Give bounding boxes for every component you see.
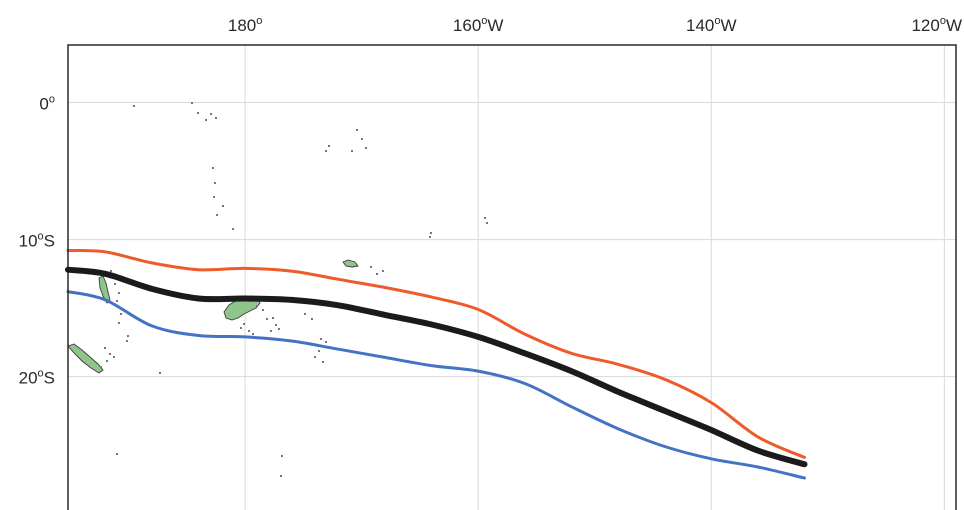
islet xyxy=(272,317,274,319)
islet xyxy=(430,232,432,234)
islet xyxy=(133,105,135,107)
islet xyxy=(210,113,212,115)
islet xyxy=(215,117,217,119)
track-lines xyxy=(65,249,808,480)
islet xyxy=(212,167,214,169)
latitude-label: 10oS xyxy=(19,231,55,251)
islet xyxy=(109,353,111,355)
islet xyxy=(197,112,199,114)
islet xyxy=(370,266,372,268)
islet xyxy=(351,150,353,152)
islet xyxy=(214,182,216,184)
islet xyxy=(100,366,102,368)
islet xyxy=(114,283,116,285)
islet xyxy=(159,372,161,374)
islet xyxy=(318,350,320,352)
islet xyxy=(116,300,118,302)
central-track-line xyxy=(65,266,808,468)
longitude-label: 120oW xyxy=(911,15,962,35)
islet xyxy=(222,205,224,207)
islet xyxy=(243,323,245,325)
islet xyxy=(484,217,486,219)
islet xyxy=(429,236,431,238)
islet xyxy=(325,341,327,343)
islet xyxy=(106,360,108,362)
islet xyxy=(118,322,120,324)
islet xyxy=(104,347,106,349)
islet xyxy=(376,273,378,275)
map-frame xyxy=(67,44,957,510)
islet xyxy=(127,335,129,337)
samoa-islands xyxy=(342,259,359,268)
islet xyxy=(382,270,384,272)
islet xyxy=(205,119,207,121)
islet xyxy=(248,330,250,332)
islet xyxy=(213,196,215,198)
longitude-label: 160oW xyxy=(453,15,504,35)
islet xyxy=(120,313,122,315)
islet xyxy=(278,328,280,330)
islet xyxy=(322,361,324,363)
islet xyxy=(270,330,272,332)
islet-scatter xyxy=(100,102,488,477)
latitude-label: 0o xyxy=(39,94,55,114)
axis-labels: 180o 160oW 140oW 120oW 0o 10oS 20oS xyxy=(19,15,962,388)
lower-track-line xyxy=(66,290,806,480)
new-caledonia xyxy=(67,343,104,374)
islet xyxy=(110,270,112,272)
islet xyxy=(356,129,358,131)
islet xyxy=(361,138,363,140)
islet xyxy=(486,222,488,224)
islet xyxy=(262,309,264,311)
islet xyxy=(240,327,242,329)
longitude-label: 140oW xyxy=(686,15,737,35)
upper-track-line xyxy=(66,249,806,459)
graticule xyxy=(68,45,956,510)
islet xyxy=(256,305,258,307)
islet xyxy=(216,214,218,216)
islet xyxy=(118,292,120,294)
islet xyxy=(304,313,306,315)
islet xyxy=(365,147,367,149)
vanuatu-islands xyxy=(98,275,111,304)
islet xyxy=(320,338,322,340)
longitude-label: 180o xyxy=(228,15,262,35)
islet xyxy=(266,318,268,320)
islet xyxy=(275,324,277,326)
islet xyxy=(232,228,234,230)
islet xyxy=(280,475,282,477)
islet xyxy=(126,340,128,342)
latitude-label: 20oS xyxy=(19,368,55,388)
islet xyxy=(113,356,115,358)
islet xyxy=(311,318,313,320)
islet xyxy=(328,145,330,147)
islet xyxy=(325,150,327,152)
land-layer xyxy=(67,102,488,477)
islet xyxy=(116,453,118,455)
islet xyxy=(252,333,254,335)
islet xyxy=(281,455,283,457)
islet xyxy=(314,356,316,358)
islet xyxy=(191,102,193,104)
